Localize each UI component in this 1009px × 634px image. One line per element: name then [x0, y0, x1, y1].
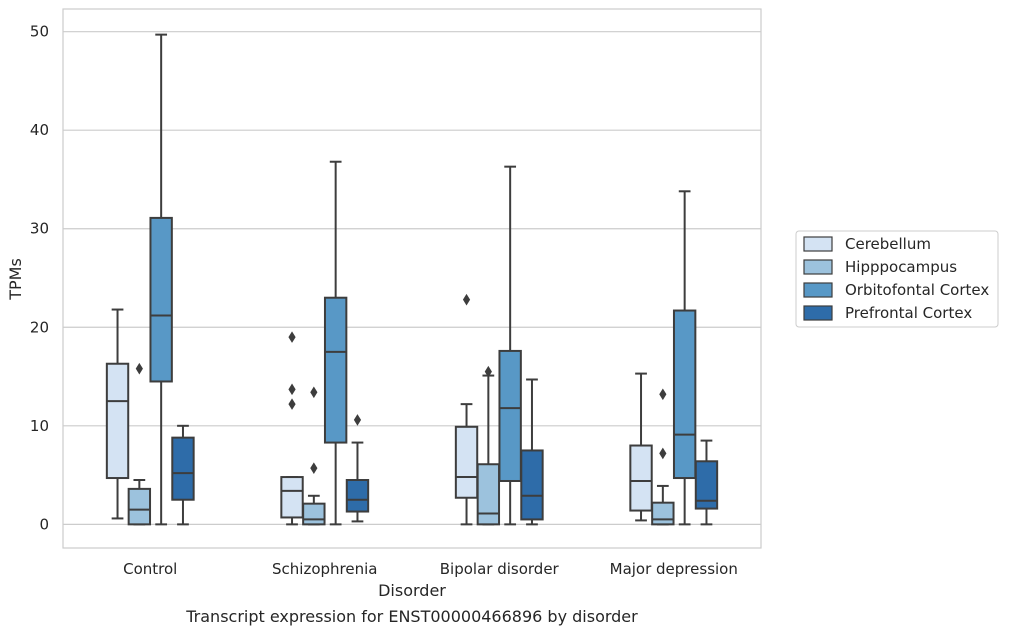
box-iqr	[498, 349, 522, 482]
box-0-1	[280, 331, 304, 526]
outlier-marker	[353, 414, 362, 426]
legend: Cerebellum Hipppocampus Orbitofontal Corte…	[795, 230, 999, 328]
box-2-3	[672, 190, 697, 526]
y-tick-label: 30	[30, 220, 49, 238]
box-iqr	[454, 425, 479, 499]
outlier-marker	[135, 362, 143, 375]
x-axis-title: Disorder	[378, 581, 446, 600]
y-tick-label: 40	[30, 121, 49, 139]
box-iqr	[672, 309, 697, 480]
box-iqr	[476, 463, 501, 526]
box-iqr	[629, 444, 653, 512]
box-3-2	[520, 378, 544, 526]
legend-frame	[795, 230, 999, 328]
plot-frame	[62, 8, 762, 549]
x-tick-label: Bipolar disorder	[440, 560, 560, 578]
outlier-marker	[310, 462, 318, 474]
box-iqr	[302, 502, 326, 526]
outlier-marker	[659, 447, 667, 460]
legend-label: Cerebellum	[845, 235, 931, 253]
box-3-1	[345, 414, 370, 523]
box-1-1	[302, 386, 326, 526]
box-0-3	[629, 372, 653, 522]
y-tick-label: 50	[30, 23, 49, 41]
box-iqr	[149, 216, 173, 383]
outlier-marker	[288, 331, 296, 343]
y-axis-title: TPMs	[6, 258, 25, 301]
box-0-0	[105, 308, 130, 520]
box-2-1	[323, 160, 348, 526]
box-iqr	[345, 479, 370, 513]
box-iqr	[651, 501, 675, 526]
box-3-3	[694, 439, 719, 526]
chart-caption: Transcript expression for ENST0000046689…	[185, 607, 638, 626]
outlier-marker	[484, 365, 492, 378]
x-tick-label: Control	[123, 560, 177, 578]
y-tick-label: 0	[39, 515, 49, 533]
box-iqr	[105, 362, 130, 480]
outlier-marker	[288, 398, 296, 410]
legend-label: Orbitofontal Cortex	[845, 281, 989, 299]
box-iqr	[323, 296, 348, 444]
outlier-marker	[659, 388, 667, 401]
box-1-0	[127, 362, 152, 526]
outlier-marker	[310, 386, 318, 399]
legend-swatch	[803, 259, 833, 275]
box-iqr	[280, 476, 304, 519]
box-iqr	[520, 449, 544, 521]
outlier-marker	[462, 293, 471, 306]
box-2-0	[149, 33, 173, 526]
legend-swatch	[803, 305, 833, 321]
outlier-marker	[288, 383, 296, 396]
x-tick-label: Schizophrenia	[272, 560, 377, 578]
y-tick-labels: 0 10 20 30 40 50	[30, 23, 49, 534]
legend-swatch	[803, 282, 833, 298]
box-0-2	[454, 293, 479, 526]
box-1-2	[476, 365, 501, 526]
box-iqr	[694, 460, 719, 510]
x-tick-labels: Control Schizophrenia Bipolar disorder Majo…	[123, 560, 738, 578]
box-2-2	[498, 165, 522, 526]
y-tick-label: 10	[30, 417, 49, 435]
box-plots	[105, 33, 719, 526]
box-iqr	[127, 487, 152, 526]
box-1-3	[651, 388, 675, 526]
legend-label: Hipppocampus	[845, 258, 957, 276]
box-3-0	[171, 424, 195, 526]
x-tick-label: Major depression	[610, 560, 738, 578]
legend-swatch	[803, 236, 833, 252]
legend-label: Prefrontal Cortex	[845, 304, 972, 322]
box-iqr	[171, 436, 195, 501]
y-tick-label: 20	[30, 318, 49, 336]
